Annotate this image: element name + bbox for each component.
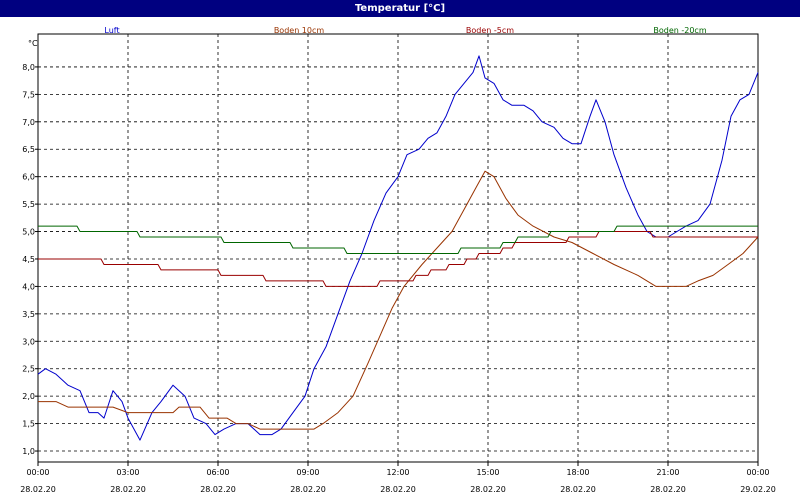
x-tick-date-label: 28.02.20 (650, 485, 686, 494)
y-tick-label: 7,5 (22, 90, 35, 99)
legend-entry-0: Luft (104, 26, 119, 35)
x-tick-date-label: 28.02.20 (20, 485, 56, 494)
series-line-1 (38, 170, 759, 430)
x-tick-time-label: 12:00 (386, 468, 409, 477)
series-line-3 (38, 225, 758, 254)
x-tick-time-label: 09:00 (296, 468, 319, 477)
y-tick-label: 1,5 (22, 420, 35, 429)
y-tick-label: 4,5 (22, 255, 35, 264)
plot-frame (37, 33, 759, 463)
y-tick-label: 6,5 (22, 145, 35, 154)
y-axis-unit: °C (28, 39, 38, 48)
y-tick-label: 3,5 (22, 310, 35, 319)
x-tick-time-label: 15:00 (476, 468, 499, 477)
y-tick-label: 5,5 (22, 200, 35, 209)
x-tick-date-label: 28.02.20 (110, 485, 146, 494)
x-tick-time-label: 21:00 (656, 468, 679, 477)
chart-canvas (0, 17, 800, 500)
y-tick-label: 2,0 (22, 392, 35, 401)
x-tick-date-label: 28.02.20 (380, 485, 416, 494)
window-title: Temperatur [°C] (0, 0, 800, 17)
series-line-2 (38, 231, 758, 287)
y-tick-label: 5,0 (22, 228, 35, 237)
y-tick-label: 7,0 (22, 118, 35, 127)
x-tick-date-label: 29.02.20 (740, 485, 776, 494)
legend-entry-2: Boden -5cm (466, 26, 514, 35)
x-tick-time-label: 06:00 (206, 468, 229, 477)
x-tick-date-label: 28.02.20 (560, 485, 596, 494)
x-tick-date-label: 28.02.20 (470, 485, 506, 494)
legend-entry-1: Boden 10cm (274, 26, 325, 35)
x-tick-time-label: 18:00 (566, 468, 589, 477)
y-tick-label: 1,0 (22, 447, 35, 456)
x-tick-time-label: 00:00 (746, 468, 769, 477)
y-tick-label: 8,0 (22, 63, 35, 72)
y-tick-label: 2,5 (22, 365, 35, 374)
y-tick-label: 4,0 (22, 282, 35, 291)
x-tick-date-label: 28.02.20 (200, 485, 236, 494)
y-tick-label: 3,0 (22, 337, 35, 346)
x-tick-time-label: 03:00 (116, 468, 139, 477)
x-tick-date-label: 28.02.20 (290, 485, 326, 494)
y-tick-label: 6,0 (22, 173, 35, 182)
legend-entry-3: Boden -20cm (653, 26, 706, 35)
x-tick-time-label: 00:00 (26, 468, 49, 477)
